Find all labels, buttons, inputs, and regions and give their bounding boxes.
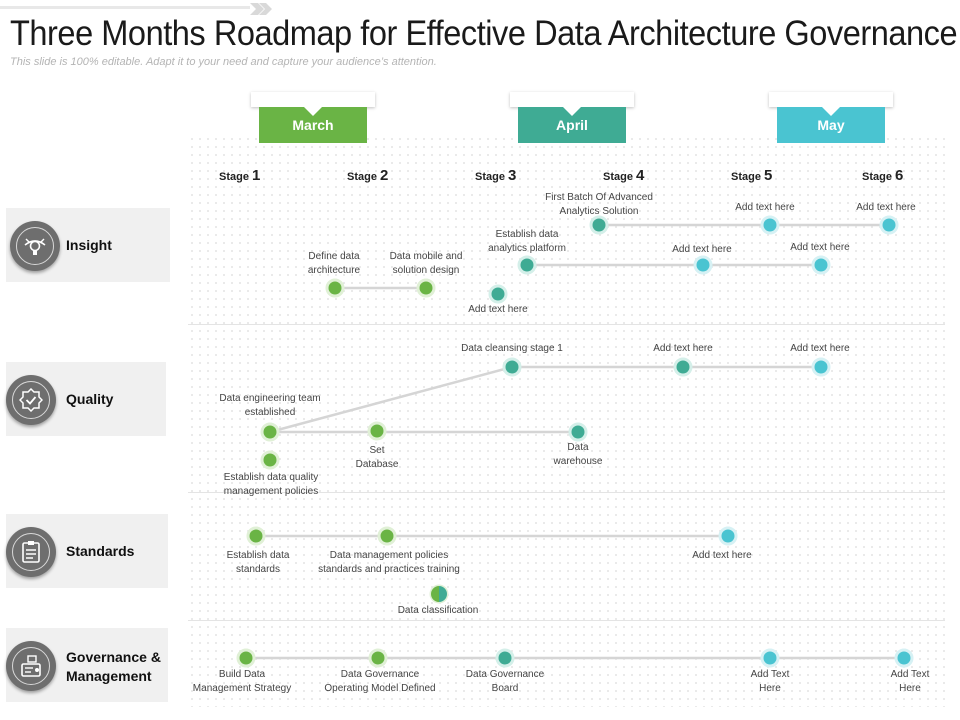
- page-title: Three Months Roadmap for Effective Data …: [10, 14, 958, 53]
- milestone-label: Add text here: [790, 343, 850, 354]
- milestone-label: Set Database: [355, 445, 399, 470]
- milestone-label: Build Data Management Strategy: [192, 669, 292, 694]
- category-circle: [6, 527, 56, 577]
- milestone-node[interactable]: [495, 648, 515, 668]
- month-label: March: [292, 117, 334, 133]
- milestone-node[interactable]: [416, 278, 436, 298]
- milestone-node[interactable]: [811, 255, 831, 275]
- month-notch: [304, 107, 322, 116]
- milestone-label: Add text here: [735, 202, 795, 213]
- category-circle: [6, 375, 56, 425]
- milestone-label: Add text here: [856, 202, 916, 213]
- stage-1: Stage 1: [219, 167, 261, 184]
- milestone-node[interactable]: [811, 357, 831, 377]
- stage-3: Stage 3: [475, 167, 517, 184]
- milestone-label: Data Governance Operating Model Defined: [324, 669, 436, 694]
- milestone-node[interactable]: [236, 648, 256, 668]
- milestone-label: Add text here: [790, 242, 850, 253]
- milestone-label: Add text here: [653, 343, 713, 354]
- row-divider: [188, 620, 945, 621]
- milestone-label: Add text here: [692, 550, 752, 561]
- month-tab: [251, 92, 375, 107]
- stage-5: Stage 5: [731, 167, 773, 184]
- milestone-node[interactable]: [246, 526, 266, 546]
- double-chevron-icon: [250, 3, 272, 15]
- checklist-icon: [22, 541, 40, 563]
- category-circle: [10, 221, 60, 271]
- eye-bulb-icon: [24, 238, 46, 255]
- category-governance: Governance & Management: [6, 628, 168, 702]
- milestone-label: Data mobile and solution design: [389, 251, 463, 276]
- milestone-label: Data engineering team established: [219, 393, 321, 418]
- connector-line: [269, 365, 513, 434]
- milestone-label: Add Text Here: [890, 669, 930, 694]
- month-april: April: [510, 92, 634, 143]
- milestone-label: Add text here: [672, 244, 732, 255]
- header-accent-bar: [0, 6, 250, 9]
- category-standards: Standards: [6, 514, 168, 588]
- milestone-label: Establish data quality management policie…: [223, 472, 319, 497]
- quality-badge-icon: [19, 388, 43, 412]
- month-label: May: [817, 117, 845, 133]
- milestone-node[interactable]: [488, 284, 508, 304]
- milestone-node[interactable]: [568, 422, 588, 442]
- month-may: May: [769, 92, 893, 143]
- milestone-node[interactable]: [368, 648, 388, 668]
- milestone-node[interactable]: [377, 526, 397, 546]
- milestone-node[interactable]: [517, 255, 537, 275]
- milestone-node[interactable]: [260, 450, 280, 470]
- milestone-node[interactable]: [502, 357, 522, 377]
- milestone-label: Data classification: [397, 605, 479, 616]
- month-box: April: [518, 107, 626, 143]
- milestone-node[interactable]: [260, 422, 280, 442]
- page-subtitle: This slide is 100% editable. Adapt it to…: [10, 56, 437, 68]
- milestone-label: First Batch Of Advanced Analytics Solutio…: [545, 192, 653, 217]
- month-tab: [510, 92, 634, 107]
- milestone-label: Data Governance Board: [465, 669, 545, 694]
- milestone-node[interactable]: [718, 526, 738, 546]
- stage-6: Stage 6: [862, 167, 904, 184]
- milestone-label: Data warehouse: [553, 442, 603, 467]
- category-label: Quality: [66, 391, 114, 407]
- milestone-node[interactable]: [693, 255, 713, 275]
- stage-2: Stage 2: [347, 167, 389, 184]
- row-divider: [188, 324, 945, 325]
- node-group: [236, 215, 914, 668]
- milestone-node[interactable]: [589, 215, 609, 235]
- governance-icon: [21, 655, 41, 677]
- milestone-label: Add text here: [468, 304, 528, 315]
- month-box: March: [259, 107, 367, 143]
- milestone-label: Establish data standards: [226, 550, 290, 575]
- milestone-node[interactable]: [367, 421, 387, 441]
- row-divider: [188, 492, 945, 493]
- month-notch: [563, 107, 581, 116]
- milestone-node[interactable]: [325, 278, 345, 298]
- category-quality: Quality: [6, 362, 166, 436]
- milestone-label: Add Text Here: [750, 669, 790, 694]
- milestone-node[interactable]: [894, 648, 914, 668]
- milestone-node[interactable]: [760, 215, 780, 235]
- milestone-label: Establish data analytics platform: [488, 229, 566, 254]
- month-tab: [769, 92, 893, 107]
- category-label: Standards: [66, 543, 135, 559]
- milestone-node[interactable]: [879, 215, 899, 235]
- category-insight: Insight: [6, 208, 170, 282]
- category-circle: [6, 641, 56, 691]
- milestone-label: Data management policies standards and pr…: [318, 550, 460, 575]
- category-label: Governance & Management: [66, 649, 161, 684]
- month-label: April: [556, 117, 588, 133]
- month-march: March: [251, 92, 375, 143]
- month-box: May: [777, 107, 885, 143]
- milestone-node[interactable]: [760, 648, 780, 668]
- month-notch: [822, 107, 840, 116]
- milestone-node[interactable]: [673, 357, 693, 377]
- category-label: Insight: [66, 237, 112, 253]
- milestone-label: Data cleansing stage 1: [461, 343, 563, 354]
- split-node[interactable]: [429, 584, 449, 604]
- milestone-label: Define data architecture: [307, 251, 361, 276]
- stage-4: Stage 4: [603, 167, 645, 184]
